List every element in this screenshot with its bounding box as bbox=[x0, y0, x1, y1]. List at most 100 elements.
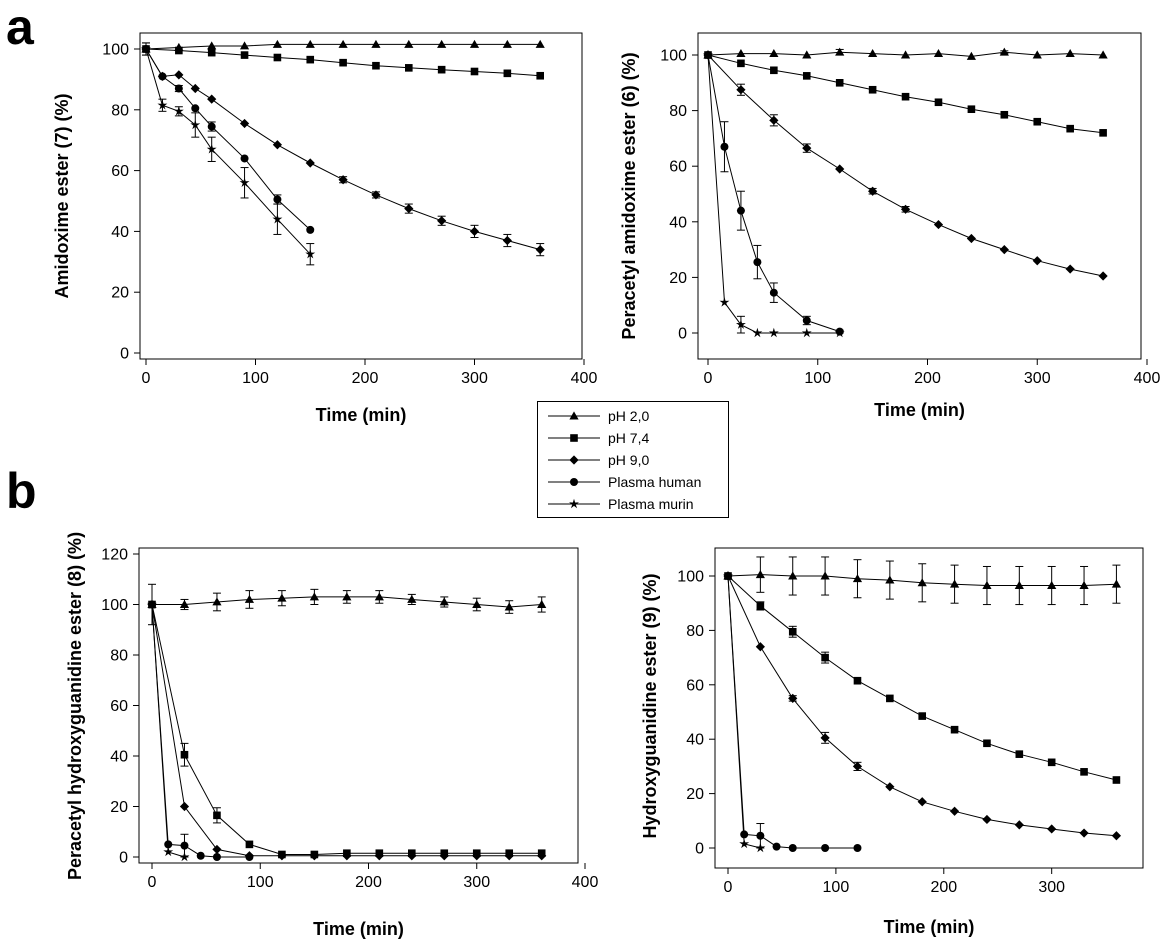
y-tick-label: 60 bbox=[111, 163, 129, 180]
data-point bbox=[821, 653, 829, 662]
series-ph-2-0 bbox=[141, 39, 545, 53]
data-point bbox=[1079, 828, 1089, 838]
data-point bbox=[1065, 264, 1075, 274]
data-point bbox=[900, 50, 911, 59]
data-point bbox=[1032, 50, 1042, 59]
data-point bbox=[820, 571, 830, 580]
data-point bbox=[768, 327, 779, 338]
data-point bbox=[917, 578, 927, 587]
data-point bbox=[535, 39, 545, 48]
series-plasma-murin bbox=[141, 42, 316, 266]
chart-4: 0 100 200 300 0 20 40 60 80 100 Time (min) Hydroxyg… bbox=[640, 547, 1144, 937]
data-point bbox=[736, 49, 746, 58]
data-point bbox=[147, 599, 157, 609]
x-tick-label: 100 bbox=[823, 879, 850, 896]
y-tick-label: 80 bbox=[111, 102, 129, 119]
data-point bbox=[934, 98, 943, 107]
x-tick-label: 400 bbox=[572, 874, 599, 891]
data-point bbox=[405, 64, 413, 72]
data-point bbox=[802, 72, 811, 80]
x-tick-label: 400 bbox=[1134, 370, 1161, 387]
data-point bbox=[999, 47, 1009, 56]
data-point bbox=[179, 851, 190, 862]
data-point bbox=[338, 175, 348, 185]
data-point bbox=[503, 69, 512, 78]
data-point bbox=[374, 592, 384, 601]
data-point bbox=[835, 47, 845, 56]
legend-marker bbox=[569, 498, 579, 509]
data-point bbox=[437, 39, 447, 48]
series-ph-2-0 bbox=[703, 47, 1108, 60]
series-line bbox=[151, 604, 542, 857]
data-point bbox=[173, 106, 184, 116]
x-axis-label: Time (min) bbox=[316, 405, 407, 425]
data-point bbox=[834, 327, 845, 338]
data-point bbox=[737, 59, 745, 68]
data-point bbox=[245, 840, 254, 849]
data-point bbox=[1015, 750, 1024, 758]
data-point bbox=[245, 853, 254, 861]
data-point bbox=[835, 79, 844, 87]
data-point bbox=[141, 43, 151, 54]
x-axis-label: Time (min) bbox=[313, 919, 404, 939]
data-point bbox=[1047, 824, 1057, 834]
data-point bbox=[472, 599, 482, 608]
plot-frame bbox=[138, 547, 579, 864]
y-tick-label: 0 bbox=[695, 841, 704, 858]
data-point bbox=[983, 739, 991, 748]
data-point bbox=[835, 164, 845, 174]
legend-marker bbox=[570, 478, 578, 486]
data-point bbox=[240, 51, 249, 59]
data-point bbox=[736, 85, 746, 95]
data-point bbox=[802, 50, 812, 59]
data-point bbox=[802, 316, 811, 325]
data-point bbox=[502, 39, 512, 48]
x-tick-label: 100 bbox=[242, 370, 269, 387]
data-point bbox=[277, 851, 287, 861]
x-tick-label: 300 bbox=[461, 370, 488, 387]
data-point bbox=[723, 570, 733, 581]
data-point bbox=[179, 599, 190, 608]
data-point bbox=[174, 84, 183, 93]
x-tick-label: 0 bbox=[724, 879, 733, 896]
data-point bbox=[175, 46, 183, 55]
x-tick-label: 200 bbox=[352, 370, 379, 387]
chart-3: 0 100 200 300 400 0 20 40 60 80 100 120 Time (min) Pe… bbox=[65, 532, 598, 939]
legend-marker bbox=[569, 455, 579, 465]
data-point bbox=[982, 580, 992, 589]
data-point bbox=[1014, 820, 1024, 830]
data-point bbox=[852, 574, 863, 583]
data-point bbox=[949, 806, 960, 816]
data-point bbox=[736, 206, 745, 215]
y-tick-label: 40 bbox=[669, 214, 687, 231]
data-point bbox=[1066, 124, 1074, 133]
data-point bbox=[770, 66, 778, 75]
data-point bbox=[502, 235, 512, 246]
x-tick-label: 400 bbox=[571, 370, 598, 387]
data-point bbox=[470, 67, 479, 76]
legend-markers bbox=[548, 411, 600, 509]
x-tick-label: 300 bbox=[1024, 370, 1051, 387]
data-point bbox=[788, 844, 797, 852]
y-axis-label: Hydroxyguanidine ester (9) (%) bbox=[640, 573, 660, 838]
data-point bbox=[273, 53, 282, 62]
series-line bbox=[145, 48, 311, 255]
legend: pH 2,0 pH 7,4 pH 9,0 Plasma human Plasma… bbox=[537, 401, 729, 518]
series-plasma-murin bbox=[723, 570, 766, 853]
data-point bbox=[853, 844, 862, 852]
data-point bbox=[1112, 776, 1121, 784]
data-point bbox=[404, 204, 414, 214]
data-point bbox=[1000, 110, 1009, 119]
data-point bbox=[469, 39, 480, 48]
series-ph-7-4 bbox=[142, 45, 544, 80]
series-ph-9-0 bbox=[723, 571, 1122, 841]
data-point bbox=[917, 797, 927, 807]
y-tick-label: 100 bbox=[660, 48, 687, 65]
data-point bbox=[999, 245, 1009, 255]
data-point bbox=[407, 594, 417, 603]
series-plasma-murin bbox=[703, 49, 845, 338]
chart-2: 0 100 200 300 400 0 20 40 60 80 100 Time (min) Perac… bbox=[619, 32, 1161, 420]
y-tick-label: 60 bbox=[110, 698, 128, 715]
data-point bbox=[407, 851, 417, 861]
data-point bbox=[277, 593, 287, 602]
